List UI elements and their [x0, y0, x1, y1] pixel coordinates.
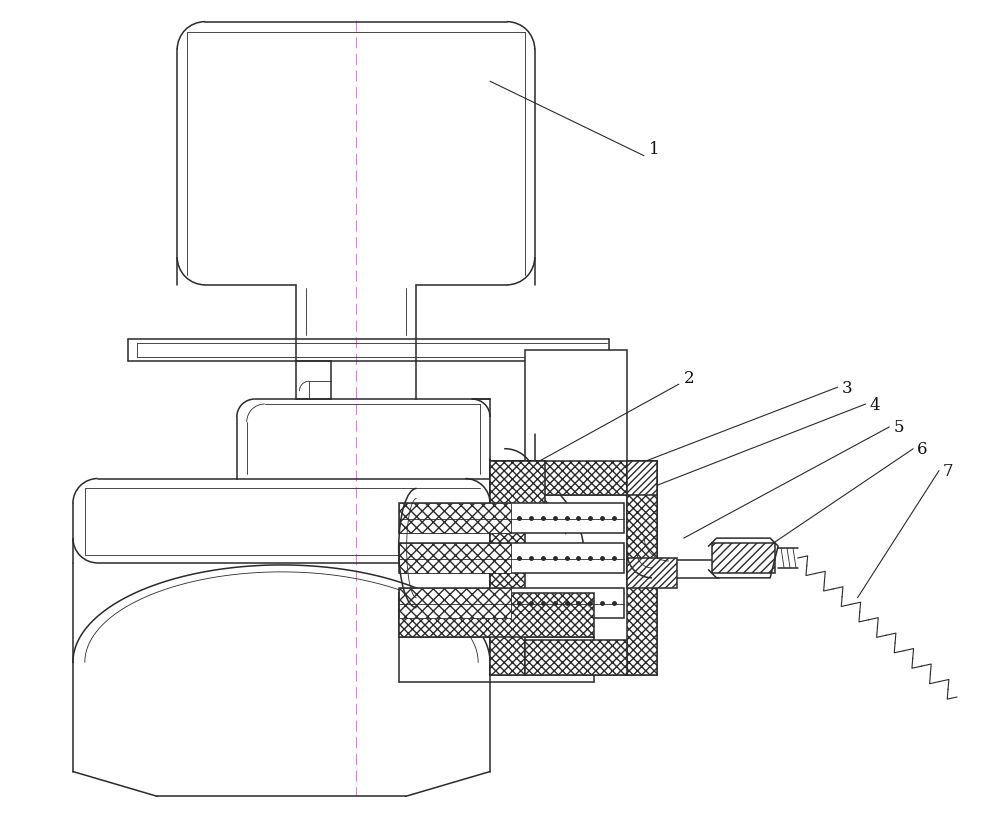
Bar — [627, 461, 657, 495]
Text: 6: 6 — [917, 441, 928, 458]
Bar — [712, 544, 775, 573]
Bar — [525, 640, 627, 676]
Bar — [399, 588, 624, 618]
Bar — [627, 461, 657, 676]
Bar — [627, 559, 677, 588]
Bar — [490, 461, 545, 516]
Bar — [525, 351, 627, 495]
Text: 7: 7 — [943, 463, 954, 479]
Bar — [490, 461, 657, 495]
Text: 4: 4 — [869, 396, 880, 413]
Bar — [399, 544, 511, 573]
Bar — [399, 588, 511, 618]
Bar — [399, 593, 594, 638]
Bar — [490, 461, 525, 676]
Text: 5: 5 — [893, 419, 904, 436]
Text: 2: 2 — [684, 369, 694, 387]
Text: 1: 1 — [649, 141, 660, 158]
Bar — [399, 504, 624, 533]
Bar — [399, 504, 511, 533]
Bar — [399, 544, 624, 573]
Text: 3: 3 — [842, 379, 852, 396]
